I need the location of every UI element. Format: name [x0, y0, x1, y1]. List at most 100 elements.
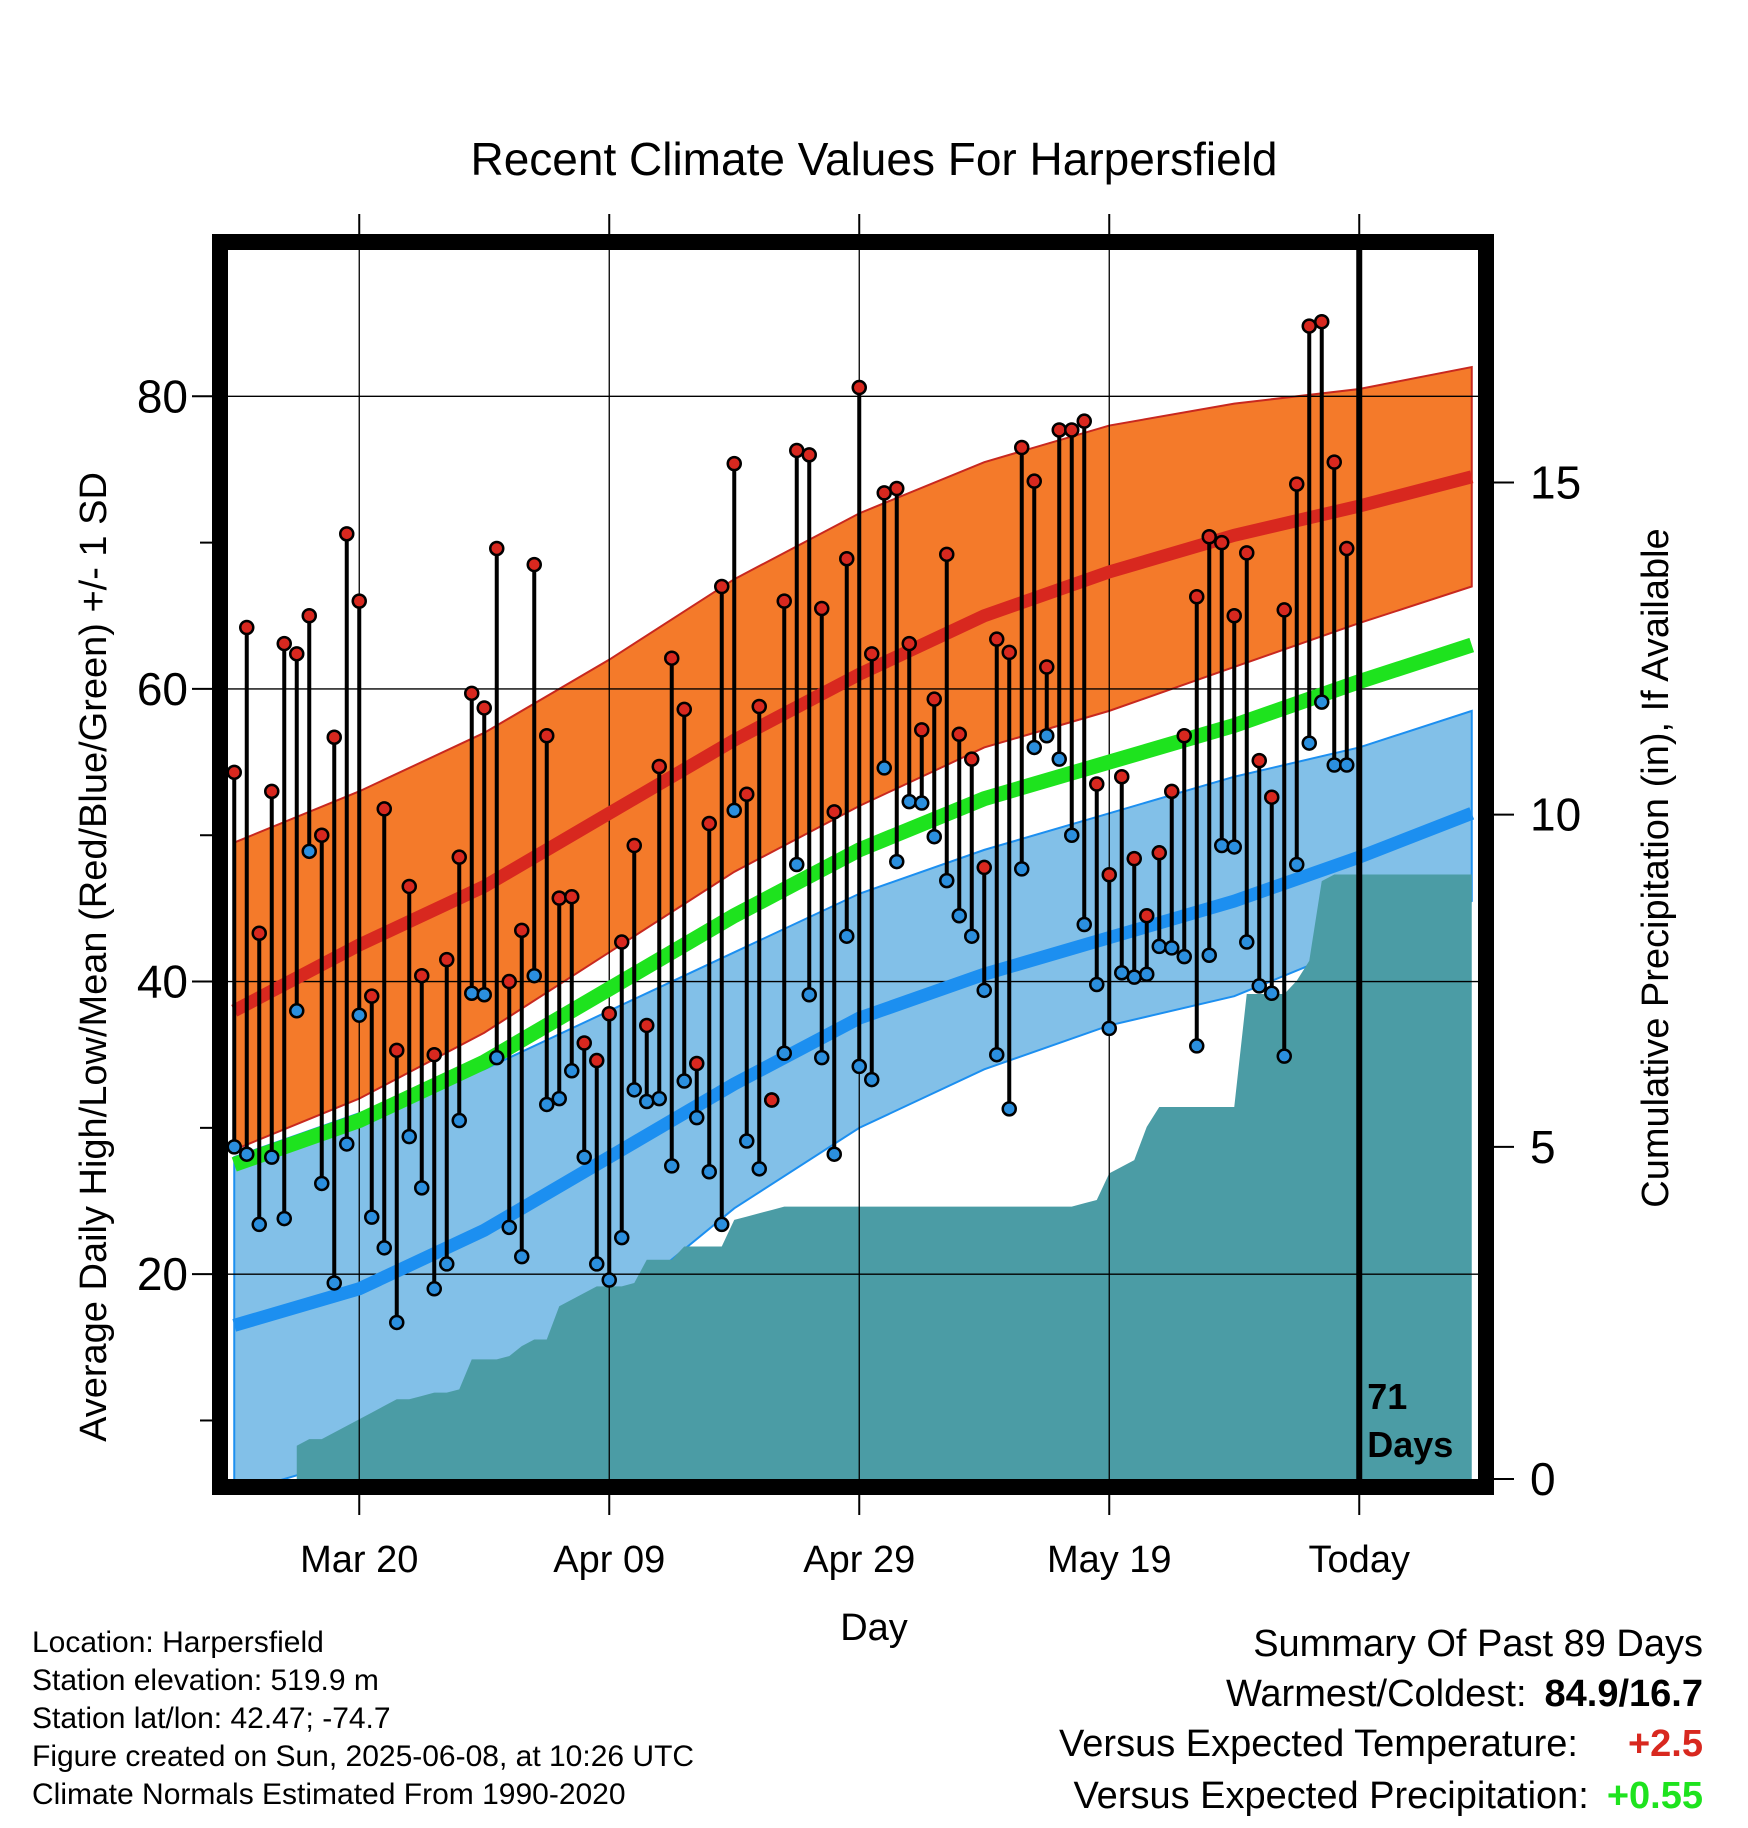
daily-low-point — [939, 872, 955, 889]
daily-low-point — [839, 928, 855, 944]
daily-low-point — [864, 1071, 880, 1088]
cumulative-precipitation-area — [296, 874, 1472, 1479]
summary-temperature: Versus Expected Temperature: +2.5 — [1059, 1723, 1703, 1766]
daily-low-point — [826, 1146, 842, 1162]
daily-high-point — [1014, 439, 1030, 456]
daily-high-point — [439, 951, 455, 968]
daily-low-point — [976, 982, 992, 999]
temp-anomaly-label: Versus Expected Temperature: — [1059, 1723, 1578, 1765]
daily-low-point — [326, 1275, 342, 1291]
precip-anomaly-label: Versus Expected Precipitation: — [1073, 1775, 1589, 1817]
daily-low-point — [1076, 916, 1092, 933]
daily-high-point — [1189, 589, 1205, 605]
daily-high-point — [601, 1005, 617, 1022]
plot-frame — [212, 234, 1494, 1495]
temp-anomaly-value: +2.5 — [1627, 1723, 1703, 1765]
daily-low-point — [1126, 969, 1142, 985]
daily-high-point — [1226, 608, 1242, 624]
daily-low-point — [1251, 978, 1267, 994]
daily-high-point — [639, 1017, 655, 1034]
daily-high-point — [901, 635, 917, 652]
daily-low-point — [1189, 1038, 1205, 1054]
daily-low-point — [1001, 1101, 1017, 1117]
daily-low-point — [714, 1216, 730, 1233]
daily-high-point — [1139, 907, 1155, 924]
y-tick-label: 20 — [137, 1248, 188, 1300]
daily-low-point — [464, 985, 480, 1002]
daily-high-point — [276, 635, 292, 652]
daily-high-point — [1076, 413, 1092, 429]
daily-low-point — [414, 1180, 430, 1196]
daily-low-point — [751, 1161, 767, 1177]
daily-low-point — [914, 795, 930, 811]
daily-high-point — [1314, 313, 1330, 330]
daily-high-point — [1264, 789, 1280, 805]
daily-low-point — [651, 1090, 667, 1107]
daily-high-point — [1064, 422, 1080, 438]
y-tick-label: 60 — [137, 663, 188, 715]
daily-low-point — [576, 1149, 592, 1165]
y-tick-label: 40 — [137, 956, 188, 1008]
daily-high-point — [1164, 783, 1180, 800]
daily-high-point — [451, 849, 467, 865]
daily-high-point — [489, 540, 505, 557]
daily-high-point — [976, 859, 992, 876]
y-right-tick-label: 10 — [1530, 789, 1581, 841]
daily-low-point — [301, 843, 317, 860]
daily-low-point — [1139, 966, 1155, 982]
daily-high-point — [239, 619, 255, 636]
daily-low-point — [1226, 839, 1242, 855]
daily-high-point — [251, 925, 267, 942]
x-tick-label: Apr 29 — [803, 1539, 915, 1581]
daily-low-point — [1314, 694, 1330, 710]
daily-low-point — [889, 853, 905, 870]
daily-low-point — [1201, 947, 1217, 963]
daily-low-point — [926, 828, 942, 845]
daily-low-point — [801, 986, 817, 1003]
x-tick-label: May 19 — [1047, 1539, 1172, 1581]
daily-low-point — [614, 1229, 630, 1246]
daily-low-point — [1026, 739, 1042, 756]
daily-high-point — [814, 600, 830, 617]
y-axis-label-right: Cumulative Precipitation (in), If Availa… — [1635, 528, 1677, 1207]
daily-high-point — [576, 1035, 592, 1051]
daily-high-point — [726, 455, 742, 472]
climate-normals-period: Climate Normals Estimated From 1990-2020 — [32, 1778, 626, 1811]
daily-high-point — [739, 786, 755, 803]
daily-high-point — [1089, 776, 1105, 792]
daily-high-point — [764, 1092, 780, 1108]
daily-high-point — [614, 934, 630, 950]
daily-high-point — [914, 722, 930, 738]
daily-high-point — [389, 1042, 405, 1059]
daily-high-point — [851, 379, 867, 396]
daily-low-point — [376, 1240, 392, 1256]
daily-high-point — [751, 698, 767, 715]
daily-low-point — [1176, 948, 1192, 965]
daily-low-point — [1101, 1020, 1117, 1037]
daily-high-point — [676, 701, 692, 718]
daily-low-point — [1289, 856, 1305, 873]
warm-cold-label: Warmest/Coldest: — [1225, 1673, 1527, 1715]
figure-created: Figure created on Sun, 2025-06-08, at 10… — [32, 1740, 695, 1773]
daily-low-point — [1051, 751, 1067, 767]
daily-low-point — [289, 1003, 305, 1019]
daily-low-point — [564, 1063, 580, 1079]
daily-low-point — [439, 1256, 455, 1272]
daily-high-point — [589, 1052, 605, 1069]
daily-high-point — [551, 890, 567, 906]
daily-low-point — [251, 1216, 267, 1233]
daily-low-point — [239, 1146, 255, 1162]
daily-low-point — [276, 1210, 292, 1227]
chart-title: Recent Climate Values For Harpersfield — [470, 133, 1277, 185]
daily-high-point — [1251, 752, 1267, 769]
daily-high-point — [701, 815, 717, 832]
daily-low-point — [1326, 757, 1342, 773]
daily-high-point — [951, 726, 967, 743]
days-annotation-label: Days — [1367, 1424, 1453, 1465]
daily-high-point — [1126, 850, 1142, 867]
daily-low-point — [1164, 940, 1180, 956]
daily-low-point — [814, 1049, 830, 1066]
daily-high-point — [1026, 473, 1042, 489]
daily-low-point — [1214, 837, 1230, 854]
